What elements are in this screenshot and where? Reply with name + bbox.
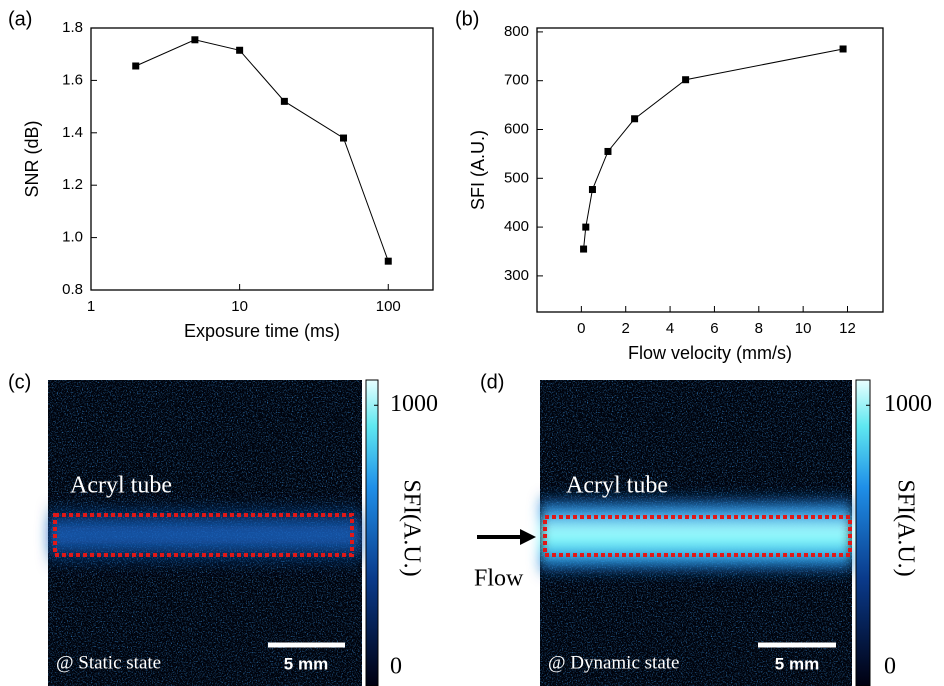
x-tick-label: 1	[87, 298, 95, 315]
panel-label: (c)	[8, 371, 31, 393]
data-point	[839, 45, 847, 53]
x-tick-label: 8	[755, 320, 763, 337]
y-tick-label: 600	[504, 120, 529, 137]
scale-bar-label: 5 mm	[775, 654, 819, 673]
data-point	[280, 97, 288, 105]
x-axis-label: Exposure time (ms)	[184, 321, 340, 341]
region-box	[543, 515, 852, 557]
data-point	[340, 134, 348, 142]
plot-frame	[536, 27, 884, 313]
x-tick-label: 100	[376, 298, 401, 315]
y-tick-label: 1.2	[62, 176, 83, 193]
data-point	[604, 147, 612, 155]
colorbar-tick-label: 1000	[390, 391, 438, 417]
flow-arrowhead	[520, 529, 536, 545]
y-tick-label: 1.8	[62, 19, 83, 36]
tube-signal	[48, 500, 362, 570]
data-line	[583, 48, 844, 250]
colorbar-ticks: 0 1000	[866, 391, 932, 686]
y-tick-label: 500	[504, 169, 529, 186]
image-label: Acryl tube	[70, 473, 172, 499]
x-tick-label: 0	[577, 320, 585, 337]
data-point	[580, 245, 588, 253]
image-caption: @ Dynamic state	[548, 652, 679, 673]
data-point	[631, 115, 639, 123]
data-point	[191, 36, 199, 44]
y-tick-label: 1.0	[62, 229, 83, 246]
x-tick-label: 10	[231, 298, 248, 315]
data-line	[135, 39, 389, 262]
colorbar-tick-label: 1000	[884, 391, 932, 417]
colorbar-tick-label: 0	[390, 654, 402, 680]
y-axis-label: SFI (A.U.)	[468, 130, 488, 210]
x-tick-label: 2	[622, 320, 630, 337]
data-point	[384, 257, 392, 265]
x-tick-label: 12	[839, 320, 856, 337]
panel-label: (a)	[8, 8, 32, 30]
data-point	[588, 186, 596, 194]
x-tick-label: 10	[795, 320, 812, 337]
y-tick-label: 1.4	[62, 124, 83, 141]
tube-signal	[540, 492, 852, 578]
arrow-label: Flow	[474, 566, 524, 592]
data-point	[236, 46, 244, 54]
y-tick-label: 300	[504, 267, 529, 284]
y-axis-label: SNR (dB)	[22, 120, 42, 197]
image-panels: (c) Acryl tube @ Static state 5 mm SFI(A…	[8, 371, 932, 686]
x-tick-label: 6	[710, 320, 718, 337]
colorbar-ticks: 0 1000	[374, 391, 438, 686]
colorbar	[855, 379, 871, 686]
data-point	[682, 76, 690, 84]
data-point	[582, 223, 590, 231]
plot-frame	[90, 27, 434, 291]
colorbar-title: SFI(A.U.)	[398, 479, 424, 576]
colorbar	[365, 379, 379, 686]
x-axis-label: Flow velocity (mm/s)	[628, 343, 792, 363]
scale-bar-label: 5 mm	[284, 654, 328, 673]
y-tick-label: 400	[504, 218, 529, 235]
panel-label: (b)	[455, 8, 479, 30]
region-box	[53, 513, 354, 557]
y-tick-label: 700	[504, 72, 529, 89]
data-point	[132, 62, 140, 70]
y-tick-label: 800	[504, 23, 529, 40]
x-tick-label: 4	[666, 320, 674, 337]
panel-label: (d)	[480, 371, 504, 393]
image-caption: @ Static state	[56, 652, 161, 673]
y-tick-label: 0.8	[62, 281, 83, 298]
colorbar-title: SFI(A.U.)	[892, 479, 918, 576]
y-tick-label: 1.6	[62, 71, 83, 88]
image-label: Acryl tube	[566, 473, 668, 499]
colorbar-tick-label: 0	[884, 654, 896, 680]
